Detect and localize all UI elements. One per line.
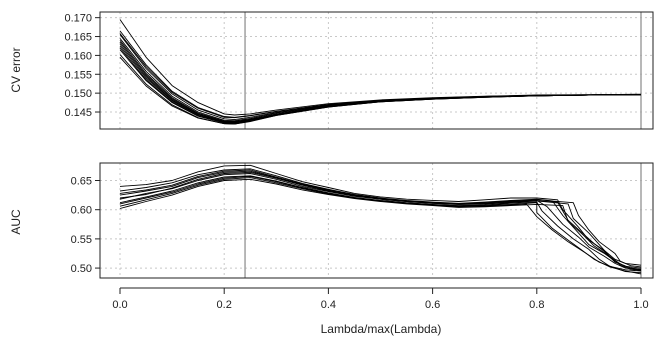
y-axis-title: CV error	[9, 47, 23, 92]
series-line	[119, 168, 642, 269]
series-line	[119, 171, 642, 271]
series-line	[119, 175, 642, 275]
y-tick-label: 0.165	[64, 32, 92, 44]
panel-frame	[99, 162, 654, 279]
series-line	[119, 45, 642, 124]
y-tick-label: 0.65	[71, 176, 92, 188]
series-line	[119, 34, 642, 121]
series-line	[119, 178, 642, 270]
y-tick-label: 0.160	[64, 50, 92, 62]
y-tick-label: 0.155	[64, 69, 92, 81]
x-tick-label: 0.6	[425, 299, 440, 311]
x-tick-label: 0.0	[112, 299, 127, 311]
series-line	[119, 175, 642, 272]
x-tick-label: 1.0	[633, 299, 648, 311]
y-tick-label: 0.170	[64, 13, 92, 25]
panel-frame	[99, 11, 654, 130]
y-tick-label: 0.60	[71, 205, 92, 217]
x-axis-title: Lambda/max(Lambda)	[321, 322, 442, 336]
series-line	[119, 169, 642, 268]
x-tick-label: 0.4	[321, 299, 336, 311]
series-line	[119, 47, 642, 124]
series-line	[119, 40, 642, 122]
y-axis-title: AUC	[9, 209, 23, 235]
y-tick-label: 0.55	[71, 234, 92, 246]
y-tick-label: 0.50	[71, 263, 92, 275]
x-tick-label: 0.2	[217, 299, 232, 311]
y-tick-label: 0.150	[64, 88, 92, 100]
series-line	[119, 33, 642, 119]
series-line	[119, 173, 642, 271]
x-tick-label: 0.8	[529, 299, 544, 311]
y-tick-label: 0.145	[64, 107, 92, 119]
series-line	[119, 177, 642, 274]
